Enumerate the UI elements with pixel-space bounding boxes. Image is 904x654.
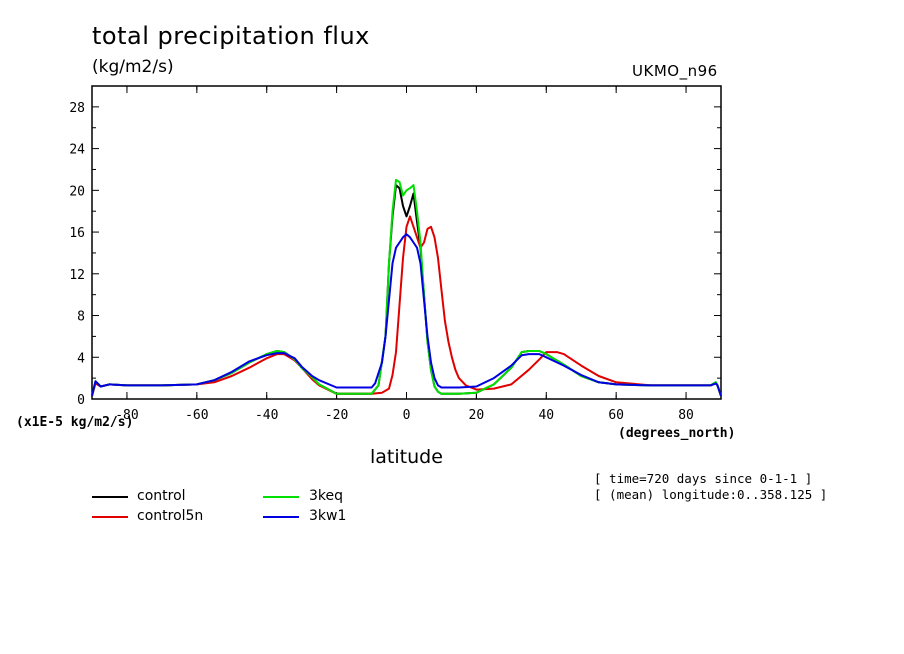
legend-label-control5n: control5n: [137, 508, 204, 524]
series-lines: [91, 178, 722, 397]
legend-swatches: [92, 496, 299, 518]
y-tick-label: 20: [69, 184, 85, 199]
x-tick-label: 40: [538, 408, 554, 423]
x-tick-label: 80: [678, 408, 694, 423]
plot-frame: [91, 85, 722, 400]
y-tick-label: 28: [69, 101, 85, 116]
x-tick-label: 60: [608, 408, 624, 423]
axis-ticks: [92, 86, 721, 400]
legend-label-3kw1: 3kw1: [309, 508, 347, 524]
y-tick-label: 12: [69, 268, 85, 283]
x-tick-label: 0: [403, 408, 411, 423]
x-tick-label: -20: [325, 408, 348, 423]
y-tick-label: 8: [77, 310, 85, 325]
x-axis-unit: (degrees_north): [618, 426, 736, 441]
y-axis-unit: (x1E-5 kg/m2/s): [16, 415, 134, 430]
axis-tick-labels: -80 -60 -40 -20 0 20 40 60 80 0 4 8 12 16 20 24 28: [69, 101, 694, 423]
series-line-3kw1: [91, 233, 722, 397]
series-line-control: [91, 184, 722, 397]
longitude-annotation: [ (mean) longitude:0..358.125 ]: [594, 487, 828, 502]
legend-label-control: control: [137, 488, 186, 504]
y-tick-label: 16: [69, 226, 85, 241]
x-tick-label: 20: [469, 408, 485, 423]
series-line-3keq: [91, 178, 722, 397]
legend-label-3keq: 3keq: [309, 488, 344, 504]
x-axis-label: latitude: [370, 446, 443, 468]
time-annotation: [ time=720 days since 0-1-1 ]: [594, 471, 813, 486]
x-tick-label: -80: [115, 408, 138, 423]
y-tick-label: 4: [77, 351, 85, 366]
chart-units: (kg/m2/s): [92, 57, 174, 77]
chart-title: total precipitation flux: [92, 22, 370, 50]
y-tick-label: 24: [69, 143, 85, 158]
model-name: UKMO_n96: [632, 62, 718, 80]
x-tick-label: -40: [255, 408, 278, 423]
x-tick-label: -60: [185, 408, 208, 423]
series-line-control5n: [91, 215, 722, 397]
y-tick-label: 0: [77, 393, 85, 408]
